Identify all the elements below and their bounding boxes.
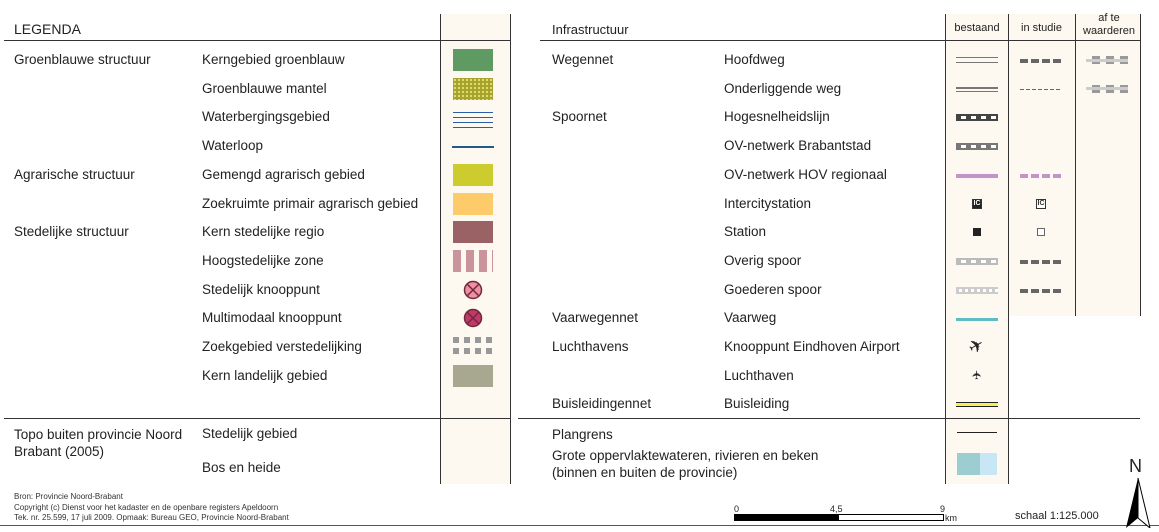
group-label: Luchthavens bbox=[552, 339, 629, 354]
sq-filled-symbol bbox=[973, 228, 981, 237]
stripes-symbol bbox=[453, 249, 493, 272]
fill-symbol bbox=[453, 364, 493, 387]
group-label: Buisleidingennet bbox=[552, 396, 652, 412]
pipe-symbol bbox=[956, 402, 998, 408]
legend-item-label: Bos en heide bbox=[202, 460, 281, 475]
blue-lines-symbol bbox=[453, 108, 493, 131]
legend-item-label: OV-netwerk Brabantstad bbox=[724, 138, 872, 154]
legend-item-label: Vaarweg bbox=[724, 310, 777, 326]
scale-text: schaal 1:125.000 bbox=[1015, 510, 1099, 522]
ic-label: IC bbox=[1037, 200, 1045, 207]
group-label: Stedelijke structuur bbox=[14, 224, 129, 240]
water-label: Grote oppervlaktewateren, rivieren en be… bbox=[552, 448, 819, 463]
sq-open-symbol bbox=[1037, 228, 1045, 237]
legend-item-label: Stedelijk knooppunt bbox=[202, 281, 320, 297]
ic-filled-symbol: IC bbox=[972, 198, 982, 209]
legend-item-label: Waterloop bbox=[202, 138, 264, 154]
purple-line-symbol bbox=[956, 173, 998, 178]
column-bestaand: bestaand bbox=[954, 22, 1000, 34]
dash-thin-symbol bbox=[1020, 88, 1062, 91]
ic-label: IC bbox=[973, 200, 981, 207]
dash-thick-symbol bbox=[1020, 259, 1062, 264]
ic-open-symbol: IC bbox=[1036, 198, 1046, 209]
legend-item-label: Luchthaven bbox=[724, 367, 794, 383]
scale-unit: km bbox=[945, 513, 957, 523]
rail-light-symbol bbox=[956, 257, 998, 265]
legend-item-label: Onderliggende weg bbox=[724, 80, 842, 96]
source-text: Bron: Provincie Noord-Brabant bbox=[14, 492, 123, 501]
group-label: Vaarwegennet bbox=[552, 310, 639, 326]
fill-symbol bbox=[453, 49, 493, 71]
symbol-column bbox=[441, 14, 510, 418]
legend-item-label: Kern landelijk gebied bbox=[202, 367, 328, 383]
column-af-te-waarderen: af te waarderen bbox=[1083, 12, 1135, 37]
infrastructure-title: Infrastructuur bbox=[552, 22, 629, 37]
column-in-studie: in studie bbox=[1021, 22, 1062, 34]
dash-grey-symbol bbox=[1086, 84, 1128, 93]
double-thin-symbol bbox=[956, 57, 998, 63]
legend-item-label: Knooppunt Eindhoven Airport bbox=[724, 339, 900, 354]
legend-item-label: Intercitystation bbox=[724, 195, 812, 211]
small-plane-symbol: ✈ bbox=[970, 369, 985, 380]
dotted-fill-symbol bbox=[453, 77, 493, 100]
legend-item-label: Groenblauwe mantel bbox=[202, 80, 327, 96]
fill-symbol bbox=[453, 192, 493, 215]
cross-circle-symbol bbox=[463, 308, 483, 331]
plangrens-symbol bbox=[957, 432, 997, 433]
legend-item-label: Overig spoor bbox=[724, 252, 802, 268]
legend-item-label: Goederen spoor bbox=[724, 281, 822, 297]
scale-tick-9: 9 bbox=[940, 504, 946, 514]
scale-tick-4-5: 4,5 bbox=[830, 504, 843, 514]
topo-group-label: Topo buiten provincie Noord Brabant (200… bbox=[14, 427, 183, 459]
fill-symbol bbox=[453, 163, 493, 186]
legend-item-label: Buisleiding bbox=[724, 396, 790, 412]
legend-item-label: Stedelijk gebied bbox=[202, 426, 298, 441]
north-label: N bbox=[1129, 456, 1142, 476]
rail-lighter-symbol bbox=[956, 286, 998, 294]
line-symbol bbox=[452, 146, 494, 149]
water-label-2: (binnen en buiten de provincie) bbox=[552, 465, 738, 480]
dash-thick-symbol bbox=[1020, 288, 1062, 293]
purple-dash-symbol bbox=[1020, 173, 1062, 178]
cyan-line-symbol bbox=[956, 318, 998, 322]
squares-symbol bbox=[453, 337, 493, 357]
double-symbol bbox=[956, 86, 998, 92]
legend-item-label: Kerngebied groenblauw bbox=[202, 52, 345, 67]
dash-grey-symbol bbox=[1086, 56, 1128, 64]
legend-item-label: Zoekruimte primair agrarisch gebied bbox=[202, 195, 419, 211]
fill-symbol bbox=[453, 221, 493, 244]
scale-tick-0: 0 bbox=[734, 504, 740, 514]
legend-title: LEGENDA bbox=[14, 21, 81, 37]
legend-item-label: Zoekgebied verstedelijking bbox=[202, 339, 362, 354]
legend-item-label: Hoofdweg bbox=[724, 52, 785, 67]
legend-item-label: Gemengd agrarisch gebied bbox=[202, 166, 365, 182]
group-label: Spoornet bbox=[552, 109, 607, 125]
water-symbol bbox=[957, 453, 997, 475]
legend-item-label: Hoogstedelijke zone bbox=[202, 252, 324, 268]
north-arrow-icon bbox=[1126, 478, 1151, 528]
legend-item-label: Kern stedelijke regio bbox=[202, 224, 325, 240]
plangrens-label: Plangrens bbox=[552, 427, 613, 442]
group-label: Groenblauwe structuur bbox=[14, 52, 151, 67]
cross-circle-symbol bbox=[463, 280, 483, 303]
legend-item-label: OV-netwerk HOV regionaal bbox=[724, 166, 887, 182]
legend-item-label: Hogesnelheidslijn bbox=[724, 109, 830, 125]
legend-item-label: Multimodaal knooppunt bbox=[202, 310, 342, 326]
copyright-text: Copyright (c) Dienst voor het kadaster e… bbox=[14, 503, 279, 512]
legend-item-label: Station bbox=[724, 224, 767, 240]
rail-mid-symbol bbox=[956, 143, 998, 151]
legend-item-label: Waterbergingsgebied bbox=[202, 109, 330, 125]
group-label: Agrarische structuur bbox=[14, 166, 135, 182]
tek-text: Tek. nr. 25.599, 17 juli 2009. Opmaak: B… bbox=[14, 513, 289, 522]
rail-dark-symbol bbox=[956, 114, 998, 122]
dash-thick-symbol bbox=[1020, 59, 1062, 63]
group-label: Wegennet bbox=[552, 52, 614, 67]
